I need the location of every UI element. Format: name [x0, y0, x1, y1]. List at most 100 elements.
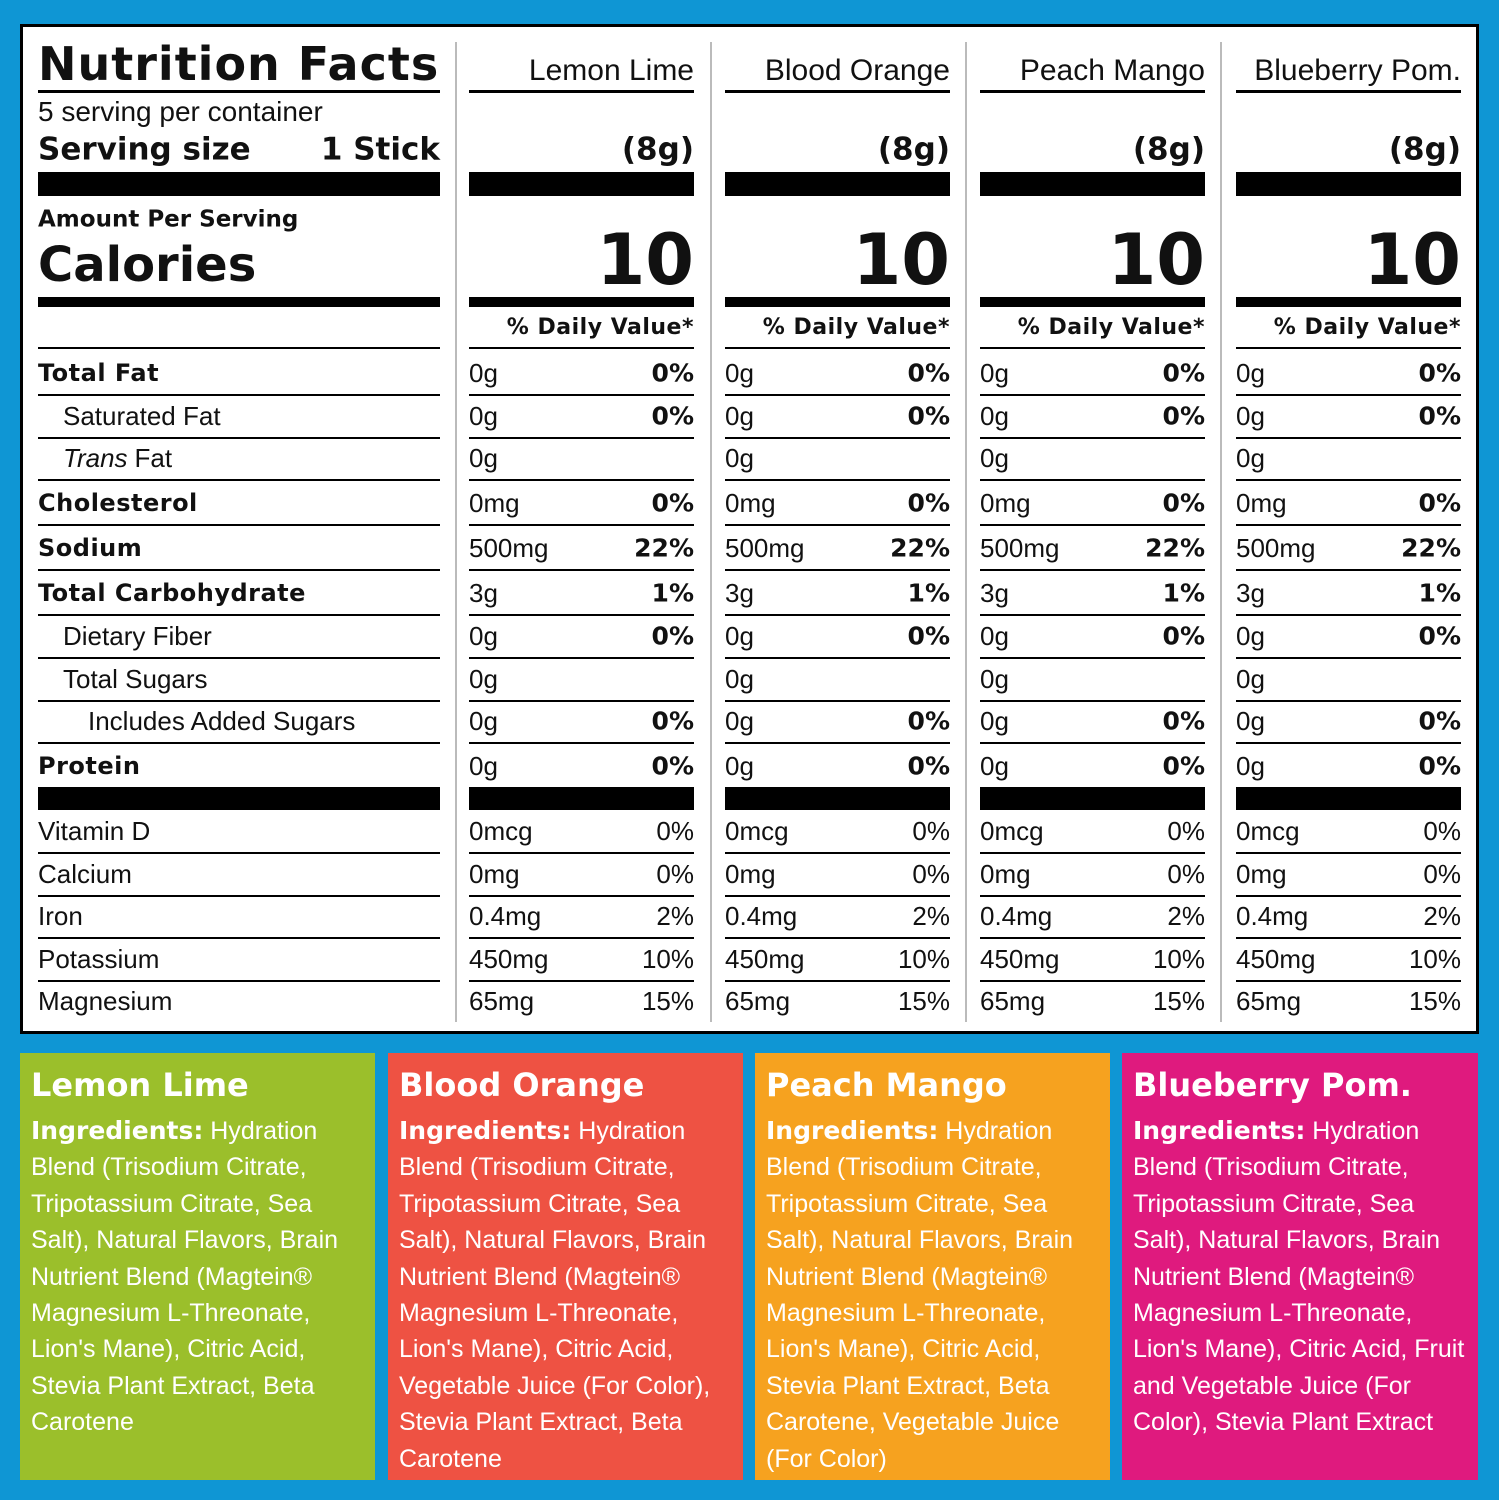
mineral-amount: 0mg — [725, 859, 776, 889]
nutrient-amount: 3g — [469, 578, 498, 608]
mineral-amount: 0mcg — [980, 816, 1044, 846]
ingredients-text: Hydration Blend (Trisodium Citrate, Trip… — [31, 1117, 339, 1437]
nutrient-amount: 0g — [469, 706, 498, 736]
nutrient-amount: 0g — [980, 443, 1009, 473]
rule — [725, 347, 950, 349]
rule — [1236, 700, 1461, 702]
servings: 5 serving per container — [38, 96, 323, 127]
mineral-amount: 0mg — [469, 859, 520, 889]
rule — [980, 569, 1205, 571]
rule — [1236, 614, 1461, 616]
mineral-amount: 65mg — [980, 986, 1046, 1016]
card-title: Lemon Lime — [31, 1066, 249, 1104]
rule — [980, 700, 1205, 702]
rule — [1236, 980, 1461, 982]
rule — [980, 479, 1205, 481]
rule — [469, 569, 694, 571]
thick-rule — [725, 297, 950, 307]
rule — [1236, 437, 1461, 439]
nutrient-dv: 0% — [1162, 488, 1205, 518]
serving-weight: (8g) — [877, 131, 950, 168]
rule — [38, 347, 440, 349]
rule — [980, 742, 1205, 744]
rule — [469, 614, 694, 616]
column-divider — [965, 42, 967, 1022]
mineral-dv: 0% — [912, 816, 950, 846]
nutrient-amount: 500mg — [980, 533, 1060, 563]
rule — [725, 657, 950, 659]
rule — [38, 524, 440, 526]
rule — [1236, 90, 1461, 93]
rule — [725, 437, 950, 439]
nutrient-dv: 22% — [1401, 533, 1461, 563]
thick-rule — [725, 172, 950, 196]
nutrient-dv: 0% — [1418, 751, 1461, 781]
nutrient-amount: 0g — [980, 664, 1009, 694]
mineral-dv: 15% — [897, 986, 950, 1016]
nutrient-name: Total Fat — [38, 359, 160, 387]
rule — [1236, 394, 1461, 396]
mineral-amount: 0.4mg — [1236, 901, 1309, 931]
thick-rule — [469, 172, 694, 196]
mineral-dv: 0% — [1167, 859, 1205, 889]
rule — [980, 895, 1205, 897]
mineral-name: Vitamin D — [38, 816, 151, 846]
rule — [469, 479, 694, 481]
rule — [980, 347, 1205, 349]
calories: 10 — [852, 219, 950, 301]
rule — [725, 852, 950, 854]
thick-rule — [38, 297, 440, 307]
ingredient-card: Blood Orange Ingredients: Hydration Blend… — [388, 1053, 743, 1480]
rule — [980, 90, 1205, 93]
rule — [725, 895, 950, 897]
nutrient-dv: 0% — [1418, 621, 1461, 651]
nutrient-amount: 500mg — [469, 533, 549, 563]
mineral-dv: 2% — [656, 901, 694, 931]
nutrient-amount: 500mg — [1236, 533, 1316, 563]
nutrient-amount: 3g — [980, 578, 1009, 608]
nutrient-amount: 0g — [725, 358, 754, 388]
nutrient-amount: 0g — [980, 401, 1009, 431]
nutrient-amount: 0g — [980, 751, 1009, 781]
serving-weight: (8g) — [621, 131, 694, 168]
dv-header: % Daily Value* — [1273, 315, 1461, 340]
calories: 10 — [596, 219, 694, 301]
mineral-amount: 65mg — [725, 986, 791, 1016]
nutrient-name: Includes Added Sugars — [88, 706, 356, 736]
mineral-dv: 15% — [1152, 986, 1205, 1016]
title: Nutrition Facts — [38, 37, 440, 91]
rule — [469, 524, 694, 526]
mineral-amount: 65mg — [1236, 986, 1302, 1016]
nutrient-dv: 1% — [1162, 578, 1205, 608]
nutrient-amount: 0g — [980, 621, 1009, 651]
rule — [1236, 524, 1461, 526]
rule — [38, 614, 440, 616]
nutrient-amount: 0g — [980, 706, 1009, 736]
mineral-amount: 450mg — [980, 944, 1060, 974]
rule — [980, 937, 1205, 939]
column-divider — [1220, 42, 1222, 1022]
nutrient-dv: 22% — [1145, 533, 1205, 563]
nutrient-dv: 0% — [1418, 401, 1461, 431]
nutrient-dv: 0% — [907, 751, 950, 781]
nutrient-dv: 22% — [634, 533, 694, 563]
nutrient-dv: 0% — [1162, 621, 1205, 651]
rule — [38, 895, 440, 897]
flavor-name: Peach Mango — [1019, 54, 1205, 87]
rule — [725, 980, 950, 982]
mineral-amount: 65mg — [469, 986, 535, 1016]
rule — [469, 657, 694, 659]
nutrient-dv: 1% — [907, 578, 950, 608]
rule — [980, 614, 1205, 616]
nutrient-dv: 0% — [907, 358, 950, 388]
ingredients-label: Ingredients: — [1133, 1116, 1306, 1145]
thick-rule — [980, 787, 1205, 810]
rule — [980, 657, 1205, 659]
rule — [980, 437, 1205, 439]
mineral-amount: 450mg — [1236, 944, 1316, 974]
nutrient-dv: 0% — [1162, 358, 1205, 388]
flavor-name: Blueberry Pom. — [1254, 54, 1461, 87]
ingredients-text: Hydration Blend (Trisodium Citrate, Trip… — [399, 1117, 711, 1473]
rule — [469, 895, 694, 897]
rule — [725, 569, 950, 571]
